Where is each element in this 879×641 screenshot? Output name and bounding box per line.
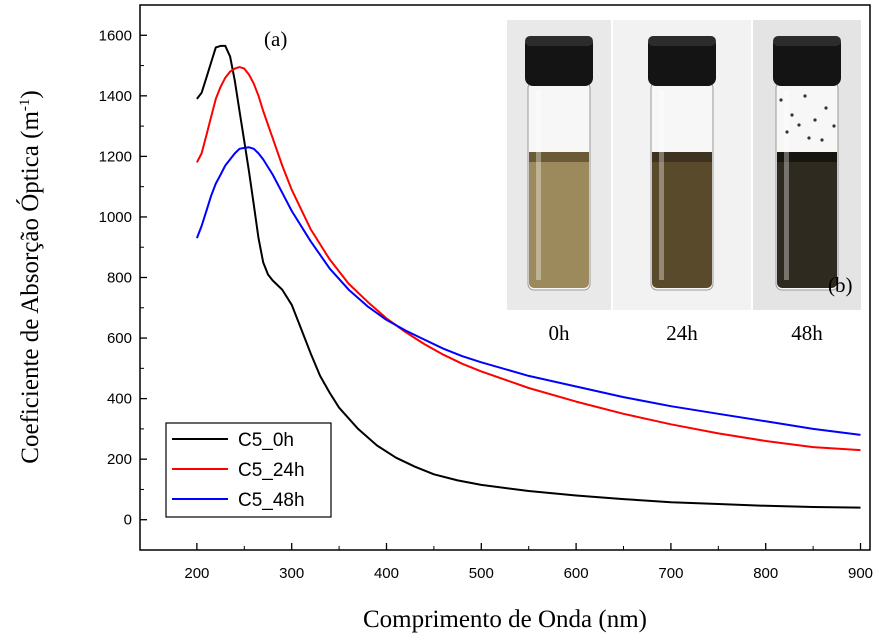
y-tick-label-6: 1200: [99, 148, 132, 165]
vial-speck: [807, 136, 811, 140]
legend-label-2: C5_48h: [238, 490, 305, 511]
y-axis-label-main: Coeficiente de Absorção Óptica (m: [16, 111, 44, 464]
x-tick-label-2: 400: [374, 565, 399, 582]
x-axis-label: Comprimento de Onda (nm): [363, 606, 647, 633]
vial-label-0: 0h: [549, 321, 571, 345]
vial-label-2: 48h: [791, 321, 823, 345]
vial-highlight-2: [784, 90, 789, 280]
y-tick-label-8: 1600: [99, 27, 132, 44]
legend-label-0: C5_0h: [238, 430, 294, 451]
vial-liquid-2: [777, 152, 837, 288]
vial-cap-top-1: [648, 36, 716, 46]
x-axis-ticks: 200 300 400 500 600 700 800 900: [184, 543, 873, 582]
y-axis-label-close: ): [17, 90, 44, 98]
vial-meniscus-2: [777, 152, 837, 162]
x-tick-label-7: 900: [848, 565, 873, 582]
vial-liquid-1: [652, 152, 712, 288]
series-lines: [195, 44, 861, 509]
vial-meniscus-1: [652, 152, 712, 162]
y-tick-label-2: 400: [107, 391, 132, 408]
x-tick-label-1: 300: [279, 565, 304, 582]
vial-liquid-0: [529, 152, 589, 288]
series-line-C5_48h: [195, 146, 861, 436]
vial-highlight-1: [659, 90, 664, 280]
x-tick-label-3: 500: [469, 565, 494, 582]
vial-speck: [785, 130, 789, 134]
series-line-C5_24h: [196, 66, 861, 452]
vial-speck: [813, 118, 817, 122]
y-tick-label-3: 600: [107, 330, 132, 347]
vial-highlight-0: [536, 90, 541, 280]
legend-label-1: C5_24h: [238, 460, 305, 481]
vial-speck: [824, 106, 828, 110]
panel-label-a: (a): [264, 27, 287, 51]
vial-cap-top-2: [773, 36, 841, 46]
vial-speck: [832, 124, 836, 128]
vial-cap-0: [525, 36, 593, 86]
y-tick-label-5: 1000: [99, 209, 132, 226]
vial-cap-1: [648, 36, 716, 86]
legend: C5_0h C5_24h C5_48h: [165, 422, 332, 518]
panel-label-b: (b): [828, 273, 853, 297]
vial-speck: [797, 123, 801, 127]
x-tick-label-5: 700: [658, 565, 683, 582]
y-tick-label-4: 800: [107, 270, 132, 287]
y-axis-label-sup: -1: [17, 99, 33, 112]
y-tick-label-7: 1400: [99, 88, 132, 105]
vial-speck: [779, 98, 783, 102]
x-tick-label-4: 600: [564, 565, 589, 582]
y-tick-label-0: 0: [124, 512, 132, 529]
vial-cap-top-0: [525, 36, 593, 46]
vial-speck: [790, 113, 794, 117]
vial-meniscus-0: [529, 152, 589, 162]
x-tick-label-6: 800: [753, 565, 778, 582]
x-tick-label-0: 200: [184, 565, 209, 582]
vial-speck: [803, 94, 807, 98]
y-axis-label: Coeficiente de Absorção Óptica (m-1): [16, 90, 44, 463]
y-axis-ticks: 0 200 400 600 800 1000 1200 1400 1600: [99, 4, 147, 551]
vial-speck: [820, 138, 824, 142]
vial-label-1: 24h: [666, 321, 698, 345]
vials-inset: 0h 24h 48h(b): [507, 20, 861, 345]
vial-cap-2: [773, 36, 841, 86]
series-line-C5_0h: [196, 44, 861, 509]
y-tick-label-1: 200: [107, 451, 132, 468]
